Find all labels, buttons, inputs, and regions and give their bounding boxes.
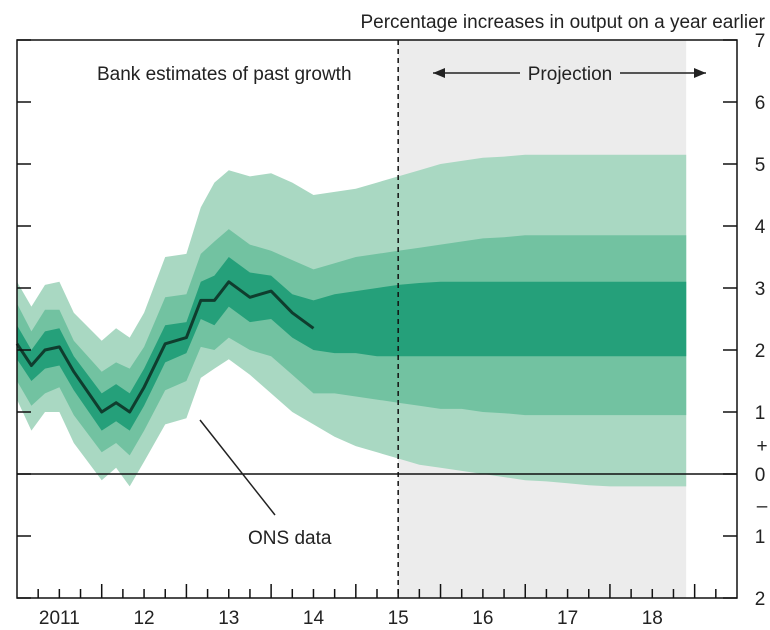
y-tick-label: 6 (755, 93, 766, 114)
chart-subtitle: Percentage increases in output on a year… (360, 12, 765, 33)
y-tick-label: 2 (755, 589, 766, 610)
ons-data-line (15, 280, 315, 414)
y-tick-label: 2 (755, 341, 766, 362)
x-tick-label: 12 (133, 608, 154, 629)
x-tick-label: 18 (642, 608, 663, 629)
y-tick-label: 7 (755, 31, 766, 52)
projection-label: Projection (528, 64, 613, 85)
past-growth-label: Bank estimates of past growth (97, 64, 352, 85)
x-tick-label: 14 (303, 608, 325, 629)
fan-bands (17, 154, 687, 487)
ons-pointer-line (199, 419, 276, 516)
ons-data-label: ONS data (248, 528, 332, 549)
fan-band-3 (17, 257, 687, 431)
y-tick-label: 5 (755, 155, 766, 176)
x-tick-label: 16 (472, 608, 493, 629)
x-tick-label: 17 (557, 608, 578, 629)
x-axis-ticks: 2011 12 13 14 15 16 17 18 (37, 584, 717, 629)
y-tick-label: 1 (755, 403, 766, 424)
y-tick-label: 3 (755, 279, 766, 300)
y-axis-ticks: 7 6 5 4 3 2 1 0 1 2 (17, 31, 766, 610)
x-tick-label: 15 (388, 608, 409, 629)
y-tick-label: 1 (755, 527, 766, 548)
x-tick-label: 2011 (39, 608, 80, 629)
y-tick-label: 4 (755, 217, 766, 238)
minus-sign: – (757, 496, 768, 517)
x-tick-label: 13 (218, 608, 239, 629)
plus-sign: + (756, 436, 767, 457)
y-tick-label: 0 (755, 465, 766, 486)
projection-arrow: Projection (433, 64, 706, 85)
